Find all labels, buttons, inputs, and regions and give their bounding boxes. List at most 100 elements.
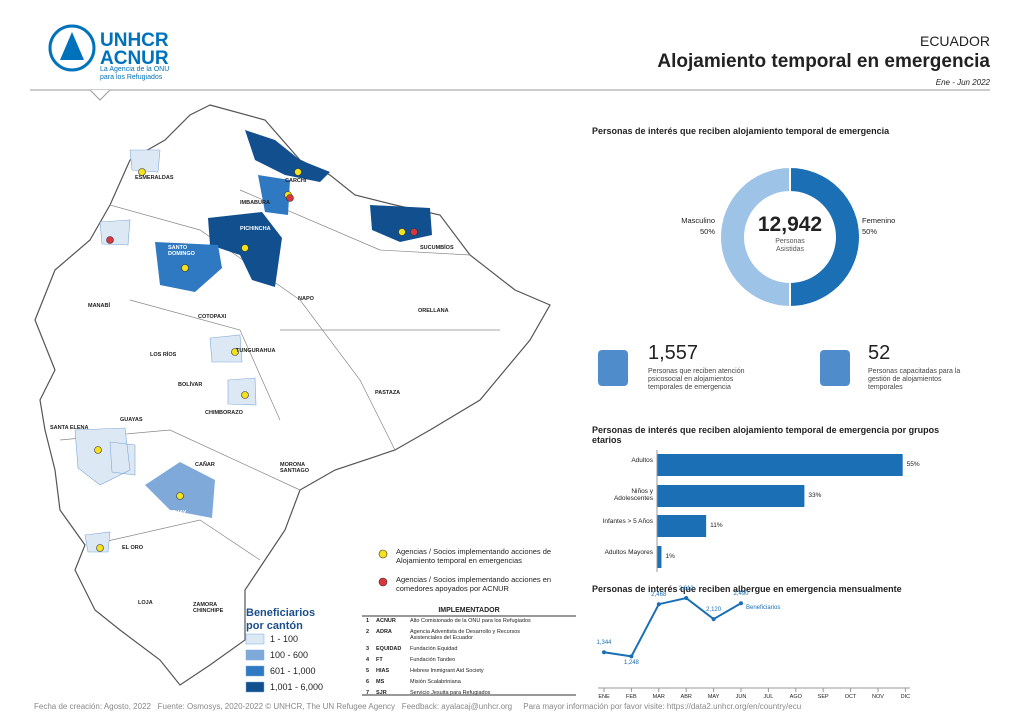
stat-value: 52	[868, 342, 891, 364]
province-label: COTOPAXI	[198, 314, 227, 320]
bar-category: Infantes > 5 Años	[602, 518, 653, 525]
province-label: IMBABURA	[240, 200, 270, 206]
country: ECUADOR	[919, 33, 990, 49]
legend-dot	[378, 549, 388, 559]
line	[603, 596, 742, 658]
legend-label: 1,001 - 6,000	[270, 682, 324, 692]
x-tick-label: ENE	[598, 694, 610, 700]
province-label: SANTO DOMINGO	[168, 245, 195, 258]
stat-value: 1,557	[648, 342, 699, 364]
marker	[294, 168, 302, 176]
legend-swatch	[245, 649, 265, 661]
point-label: 2,612	[678, 586, 694, 593]
x-tick-label: JUN	[735, 694, 747, 700]
point	[629, 654, 634, 659]
stat-icon	[598, 350, 628, 386]
province-borders	[59, 189, 500, 561]
point	[711, 617, 716, 622]
x-tick-label: DIC	[900, 694, 911, 700]
point-label: 1,344	[596, 640, 612, 647]
table-cell: 4	[366, 657, 370, 663]
point-label: 2,468	[651, 592, 667, 599]
table-cell: Agencia Adventista de Desarrollo y Recur…	[410, 629, 521, 642]
legend-swatch	[245, 665, 265, 677]
table-cell: FT	[376, 657, 383, 663]
province-label: TUNGURAHUA	[236, 348, 276, 354]
province-label: ZAMORA CHINCHIPE	[193, 602, 224, 615]
table-cell: 1	[366, 618, 370, 624]
table-cell: ACNUR	[376, 618, 396, 624]
marker	[138, 168, 146, 176]
bar-value: 11%	[710, 522, 723, 529]
canton-area	[245, 130, 330, 182]
province-label: ESMERALDAS	[135, 175, 174, 181]
header-notch	[89, 89, 111, 101]
donut-slice	[789, 165, 861, 309]
marker	[410, 228, 418, 236]
point	[656, 602, 661, 607]
province-label: ORELLANA	[418, 308, 449, 314]
point	[739, 601, 743, 606]
province-label: BOLÍVAR	[178, 382, 203, 388]
logo-tent	[60, 32, 84, 60]
province-label: SUCUMBÍOS	[420, 245, 454, 251]
donut-slice	[719, 165, 791, 309]
table-cell: 6	[366, 679, 370, 685]
slice-value: 50%	[699, 227, 715, 236]
province-label: NAPO	[298, 296, 314, 302]
canton-area	[258, 175, 290, 215]
province-label: PICHINCHA	[240, 226, 271, 232]
x-tick-label: MAR	[652, 694, 665, 700]
legend-label: Agencias / Socios implementando acciones…	[396, 575, 552, 593]
table-cell: HIAS	[376, 668, 390, 674]
logo-title: UNHCR	[100, 30, 169, 51]
stat-text: Personas que reciben atención psicosocia…	[648, 368, 745, 392]
province-label: LOS RÍOS	[150, 352, 177, 358]
logo-title: ACNUR	[100, 48, 169, 69]
logo-icon	[48, 24, 96, 72]
province-label: PASTAZA	[375, 390, 401, 396]
province-label: EL ORO	[122, 545, 143, 551]
legend-label: 100 - 600	[270, 650, 309, 660]
slice-label: Masculino	[681, 216, 715, 225]
marker	[181, 264, 189, 272]
marker	[94, 446, 102, 454]
legend-swatch	[245, 633, 265, 645]
marker	[241, 244, 249, 252]
country-outline	[34, 104, 551, 686]
slice-value: 50%	[862, 227, 878, 236]
table-cell: Fundación Equidad	[410, 646, 458, 652]
marker	[398, 228, 406, 236]
legend-label: Agencias / Socios implementando acciones…	[396, 547, 552, 565]
table-cell: Servicio Jesuita para Refugiados	[410, 690, 491, 696]
x-tick-label: JUL	[763, 694, 774, 700]
x-tick-label: SEP	[817, 694, 829, 700]
legend-dot	[378, 577, 388, 587]
province-label: SANTA ELENA	[50, 425, 89, 431]
title: Alojamiento temporal en emergencia	[657, 51, 990, 72]
x-tick-label: AGO	[789, 694, 802, 700]
province-label: MANABÍ	[88, 303, 110, 309]
marker	[96, 544, 104, 552]
donut-total: 12,942	[757, 213, 823, 236]
x-tick-label: NOV	[872, 694, 884, 700]
marker	[176, 492, 184, 500]
table-cell: MS	[376, 679, 385, 685]
bar-category: Adultos Mayores	[604, 549, 653, 556]
point-label: 2,120	[706, 607, 722, 614]
legend-label: 1 - 100	[270, 634, 299, 644]
point	[684, 596, 689, 601]
bar-value: 1%	[665, 553, 675, 560]
table-cell: Fundación Tandeo	[410, 657, 456, 663]
point-label: 2,490	[733, 591, 749, 598]
point	[602, 650, 606, 655]
table-cell: Misión Scalabriniana	[410, 679, 461, 685]
chart-title: Personas de interés que reciben alojamie…	[592, 126, 890, 136]
table-cell: SJR	[376, 690, 387, 696]
point-label: 1,248	[623, 660, 639, 667]
canton-area	[74, 149, 257, 553]
table-cell: 5	[366, 668, 370, 674]
table-header: IMPLEMENTADOR	[438, 607, 500, 614]
logo-subtitle: La Agencia de la ONU para los Refugiados	[100, 66, 170, 82]
